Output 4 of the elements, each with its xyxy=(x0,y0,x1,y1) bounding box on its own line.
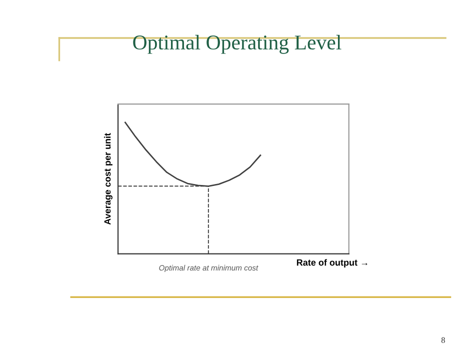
y-axis-title: Average cost per unit xyxy=(104,133,112,225)
x-axis-title: Rate of output → xyxy=(296,259,368,268)
chart-title: Optimal Operating Level xyxy=(133,34,342,54)
text: 8 xyxy=(441,337,445,343)
